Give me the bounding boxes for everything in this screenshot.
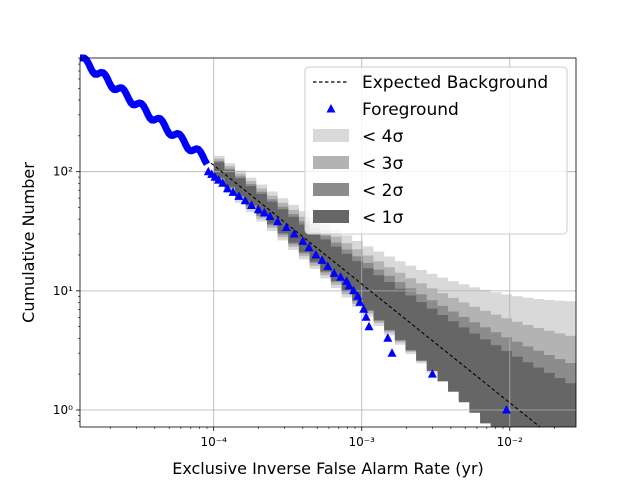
x-axis-label: Exclusive Inverse False Alarm Rate (yr) [172,459,484,478]
foreground-series [78,54,511,414]
foreground-point [214,175,224,184]
legend-label: < 1σ [362,208,403,228]
foreground-point [323,261,333,270]
legend-swatch-band [313,129,349,142]
y-tick-label: 10⁰ [53,403,73,417]
y-tick-label: 10² [53,165,73,179]
foreground-point [223,183,232,193]
foreground-point [259,208,269,217]
legend-label: Foreground [362,100,459,120]
x-tick-label: 10⁻³ [349,435,376,449]
foreground-point [336,272,346,281]
foreground-point [234,191,244,200]
legend-label: < 3σ [362,154,403,174]
foreground-point [427,369,437,378]
sigma-bands [213,156,576,427]
foreground-point [361,312,371,321]
foreground-point [353,291,363,300]
foreground-point [289,229,299,238]
legend-label: Expected Background [362,73,548,93]
legend-swatch-band [313,156,349,169]
legend-label: < 4σ [362,127,403,147]
foreground-point [298,236,308,245]
foreground-point [383,333,393,342]
foreground-point [364,321,374,331]
foreground-trail [78,54,210,166]
x-tick-label: 10⁻² [497,435,524,449]
foreground-point [265,211,275,221]
foreground-point [317,255,327,264]
legend-swatch-band [313,183,349,196]
x-tick-label: 10⁻⁴ [200,435,227,449]
foreground-point [359,304,369,313]
foreground-point [355,297,365,306]
foreground-point [218,178,228,187]
legend-box [304,66,568,235]
foreground-point [240,195,250,205]
foreground-point [344,280,354,290]
foreground-point [311,250,321,259]
legend-label: < 2σ [362,181,403,201]
foreground-point [247,200,256,209]
foreground-point [281,222,291,231]
legend-swatch-triangle [326,104,336,113]
axis-ticks: 10⁻⁴ 10⁻³ 10⁻² 10⁰ 10¹ 10² [53,57,555,449]
plot-frame [79,57,577,428]
foreground-point [228,187,238,196]
foreground-point [304,242,314,252]
y-tick-label: 10¹ [53,284,73,298]
foreground-point [273,216,283,226]
foreground-point [502,405,511,414]
foreground-point [349,285,358,295]
band-1-sigma [213,162,576,427]
legend-swatch-band [313,210,349,223]
y-axis-label: Cumulative Number [19,162,38,323]
foreground-point [329,268,339,277]
legend: Expected Background Foreground < 4σ < 3σ < 2… [304,66,568,235]
foreground-point [387,348,397,357]
foreground-point [253,204,263,214]
